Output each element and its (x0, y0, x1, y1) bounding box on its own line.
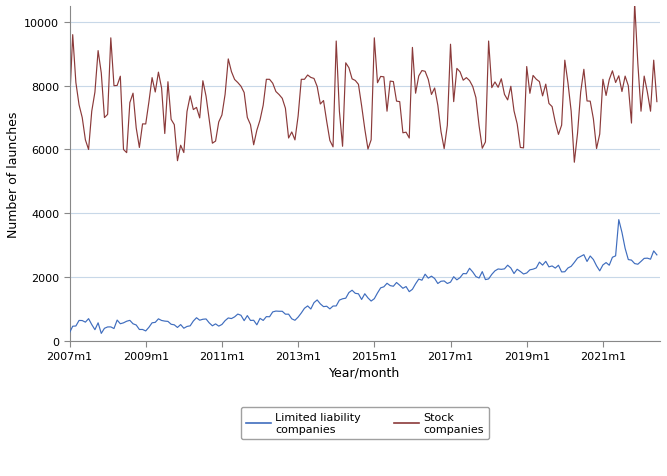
X-axis label: Year/month: Year/month (329, 366, 400, 378)
Legend: Limited liability
companies, Stock
companies: Limited liability companies, Stock compa… (241, 407, 489, 439)
Y-axis label: Number of launches: Number of launches (7, 111, 20, 237)
